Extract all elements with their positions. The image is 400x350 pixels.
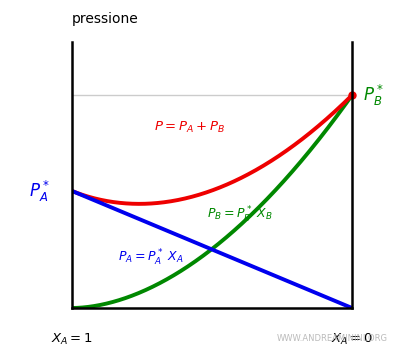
Text: WWW.ANDREAMININI.ORG: WWW.ANDREAMININI.ORG xyxy=(277,334,388,343)
Text: $P^*_B$: $P^*_B$ xyxy=(363,83,384,108)
Text: $X_A = 1$: $X_A = 1$ xyxy=(51,332,93,347)
Text: pressione: pressione xyxy=(72,12,139,26)
Text: $P_B = P^*_B\ X_B$: $P_B = P^*_B\ X_B$ xyxy=(207,205,273,225)
Text: $P = P_A + P_B$: $P = P_A + P_B$ xyxy=(154,120,225,135)
Text: $X_A = 0$: $X_A = 0$ xyxy=(331,332,373,347)
Text: $P_A = P^*_A\ X_A$: $P_A = P^*_A\ X_A$ xyxy=(118,247,183,267)
Text: $P^*_A$: $P^*_A$ xyxy=(28,178,50,203)
